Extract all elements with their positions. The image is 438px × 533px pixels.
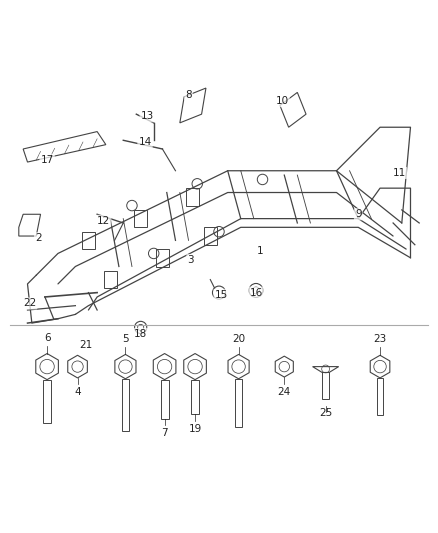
Text: 9: 9 [355,209,362,219]
Bar [204,228,217,245]
Text: 21: 21 [80,340,93,350]
Text: 15: 15 [215,290,228,300]
Text: 16: 16 [249,288,263,297]
Text: 18: 18 [134,329,147,339]
Text: 5: 5 [122,334,129,344]
Text: 20: 20 [232,334,245,344]
Text: 14: 14 [138,138,152,148]
Bar [377,378,383,415]
Bar [161,379,169,419]
Text: 2: 2 [35,233,42,243]
Text: 17: 17 [40,155,54,165]
Text: 10: 10 [276,96,289,106]
Text: 7: 7 [161,429,168,439]
Text: 1: 1 [257,246,264,256]
Bar [191,379,199,415]
Bar [104,271,117,288]
Bar [322,373,329,399]
Text: 3: 3 [187,255,194,265]
Bar [82,232,95,249]
Text: 12: 12 [97,216,110,226]
Text: 13: 13 [141,111,154,122]
Bar [134,210,147,228]
Bar [235,379,242,426]
Text: 8: 8 [185,90,192,100]
Bar [122,379,129,431]
Text: 11: 11 [393,168,406,178]
Bar [156,249,169,266]
Text: 23: 23 [374,334,387,344]
Text: 25: 25 [319,408,332,418]
Text: 19: 19 [188,424,201,434]
Bar [43,379,51,423]
Text: 24: 24 [278,386,291,397]
Bar [186,188,199,206]
Text: 6: 6 [44,333,50,343]
Text: 4: 4 [74,387,81,398]
Text: 22: 22 [23,298,36,309]
